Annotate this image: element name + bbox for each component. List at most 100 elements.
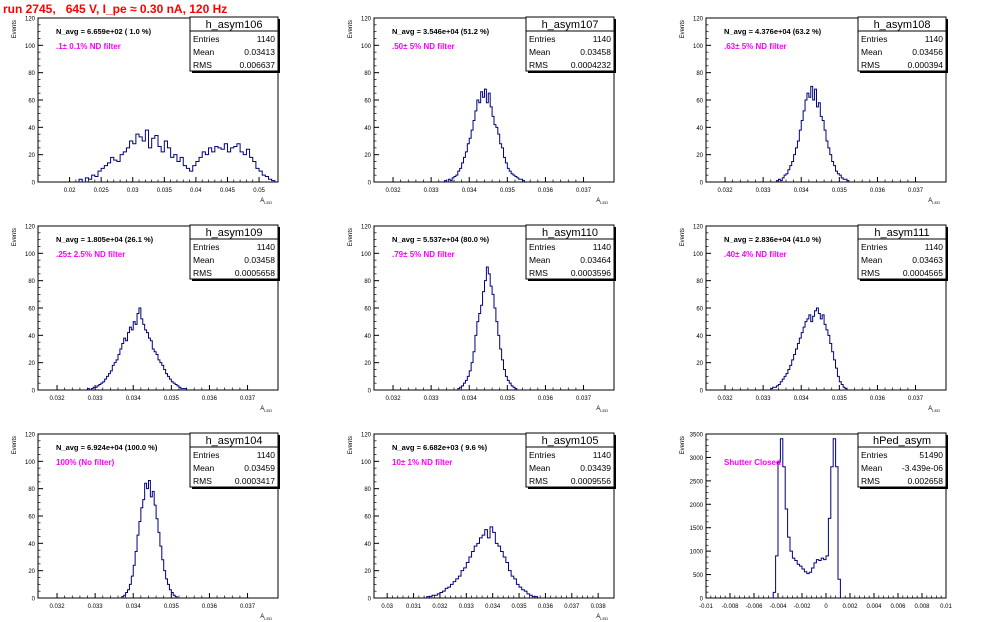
x-tick-label: 0.036 — [870, 188, 886, 194]
y-tick-label: 3000 — [690, 456, 704, 462]
y-tick-label: 40 — [364, 542, 371, 548]
x-tick-label: 0.004 — [866, 604, 882, 610]
x-tick-label: 0.035 — [164, 396, 180, 402]
x-tick-label: 0.033 — [88, 396, 104, 402]
x-axis-title-subscript: LED — [264, 200, 272, 205]
x-tick-label: 0.036 — [538, 188, 554, 194]
x-tick-label: 0.006 — [890, 604, 906, 610]
stats-value: 0.000394 — [908, 60, 944, 70]
navg-label: N_avg = 3.546e+04 (51.2 %) — [392, 27, 490, 36]
y-tick-label: 500 — [693, 573, 704, 579]
stats-value: 0.03458 — [580, 47, 611, 57]
y-tick-label: 60 — [28, 307, 35, 313]
x-tick-label: 0.036 — [202, 604, 218, 610]
x-tick-label: 0.03 — [381, 604, 393, 610]
stats-value: 1140 — [593, 242, 612, 252]
x-tick-label: 0.033 — [424, 188, 440, 194]
x-axis-title: ALED — [260, 614, 272, 621]
stats-value: 1140 — [925, 242, 944, 252]
stats-value: 0.0003596 — [571, 268, 611, 278]
stats-value: 0.03458 — [244, 255, 275, 265]
x-axis-title-subscript: LED — [600, 408, 608, 413]
x-tick-label: 0.025 — [94, 188, 110, 194]
x-tick-label: 0.034 — [462, 188, 478, 194]
x-axis-title: ALED — [596, 614, 608, 621]
histogram-series — [775, 85, 850, 182]
navg-background — [52, 25, 220, 37]
x-tick-label: 0.035 — [832, 188, 848, 194]
navg-label: N_avg = 1.805e+04 (26.1 %) — [56, 235, 154, 244]
stats-value: 0.0009556 — [571, 476, 611, 486]
x-tick-label: 0.034 — [126, 396, 142, 402]
x-tick-label: 0.037 — [576, 188, 592, 194]
filter-annotation: Shutter Closed — [724, 458, 781, 467]
x-tick-label: 0.036 — [538, 604, 554, 610]
x-axis-title: ALED — [928, 198, 940, 205]
stats-label: Mean — [193, 255, 215, 265]
y-tick-label: 0 — [32, 181, 36, 187]
navg-background — [388, 25, 556, 37]
y-tick-label: 0 — [32, 389, 36, 395]
y-tick-label: 0 — [368, 389, 372, 395]
y-tick-label: 80 — [28, 279, 35, 285]
y-tick-label: 120 — [361, 225, 372, 231]
filter-annotation: .25± 2.5% ND filter — [56, 250, 125, 259]
stats-value: 0.0003417 — [235, 476, 275, 486]
stats-box-title: h_asym109 — [206, 227, 263, 239]
y-tick-label: 120 — [693, 225, 704, 231]
x-tick-label: 0.032 — [386, 188, 402, 194]
navg-label: N_avg = 2.836e+04 (41.0 %) — [724, 235, 822, 244]
stats-box — [525, 224, 615, 280]
histogram-series — [443, 88, 525, 183]
y-tick-label: 20 — [28, 569, 35, 575]
stats-box-title: hPed_asym — [873, 435, 931, 447]
y-tick-label: 60 — [696, 307, 703, 313]
stats-value: 0.03459 — [244, 463, 275, 473]
y-tick-label: 100 — [361, 44, 372, 50]
x-tick-label: 0.02 — [64, 188, 76, 194]
stats-value: 0.0005658 — [235, 268, 275, 278]
stats-value: 51490 — [919, 450, 943, 460]
y-tick-label: 120 — [25, 433, 36, 439]
navg-background — [388, 441, 556, 453]
stats-box — [189, 432, 279, 488]
histogram-panel-h_asym105: 0 20 40 60 80 100 120 0.03 0.031 0.032 0.033 0.034 0… — [348, 432, 616, 621]
x-tick-label: 0.034 — [794, 396, 810, 402]
stats-label: Mean — [193, 463, 215, 473]
y-tick-label: 80 — [696, 279, 703, 285]
filter-annotation: 10± 1% ND filter — [392, 458, 452, 467]
y-tick-label: 60 — [696, 99, 703, 105]
y-tick-label: 60 — [364, 515, 371, 521]
x-tick-label: 0.032 — [718, 188, 734, 194]
stats-value: 1140 — [593, 34, 612, 44]
x-tick-label: 0.04 — [190, 188, 202, 194]
x-tick-label: 0.032 — [50, 396, 66, 402]
y-tick-label: 120 — [361, 17, 372, 23]
x-tick-label: 0.037 — [240, 604, 256, 610]
histogram-series — [78, 129, 276, 183]
y-axis-title: Events — [12, 228, 18, 246]
x-tick-label: 0.037 — [908, 396, 924, 402]
navg-label: N_avg = 6.659e+02 ( 1.0 %) — [56, 27, 152, 36]
y-tick-label: 100 — [361, 252, 372, 258]
x-axis-title: ALED — [260, 406, 272, 413]
y-tick-label: 0 — [700, 597, 704, 603]
stats-label: Entries — [861, 242, 887, 252]
stats-label: RMS — [193, 60, 212, 70]
y-tick-label: 80 — [696, 71, 703, 77]
y-tick-label: 120 — [361, 433, 372, 439]
histogram-panel-h_asym107: 0 20 40 60 80 100 120 0.032 0.033 0.034 0.035 0.036… — [348, 16, 616, 205]
y-tick-label: 20 — [696, 153, 703, 159]
y-axis-title: Events — [680, 20, 686, 38]
x-tick-label: -0.002 — [793, 604, 811, 610]
x-tick-label: 0.035 — [157, 188, 173, 194]
x-tick-label: 0.032 — [718, 396, 734, 402]
stats-value: 0.006637 — [240, 60, 276, 70]
stats-value: 0.03439 — [580, 463, 611, 473]
histogram-series — [121, 479, 178, 598]
y-tick-label: 0 — [368, 597, 372, 603]
y-tick-label: 0 — [368, 181, 372, 187]
x-tick-label: 0.038 — [591, 604, 607, 610]
y-tick-label: 120 — [693, 17, 704, 23]
filter-annotation: 100% (No filter) — [56, 458, 115, 467]
